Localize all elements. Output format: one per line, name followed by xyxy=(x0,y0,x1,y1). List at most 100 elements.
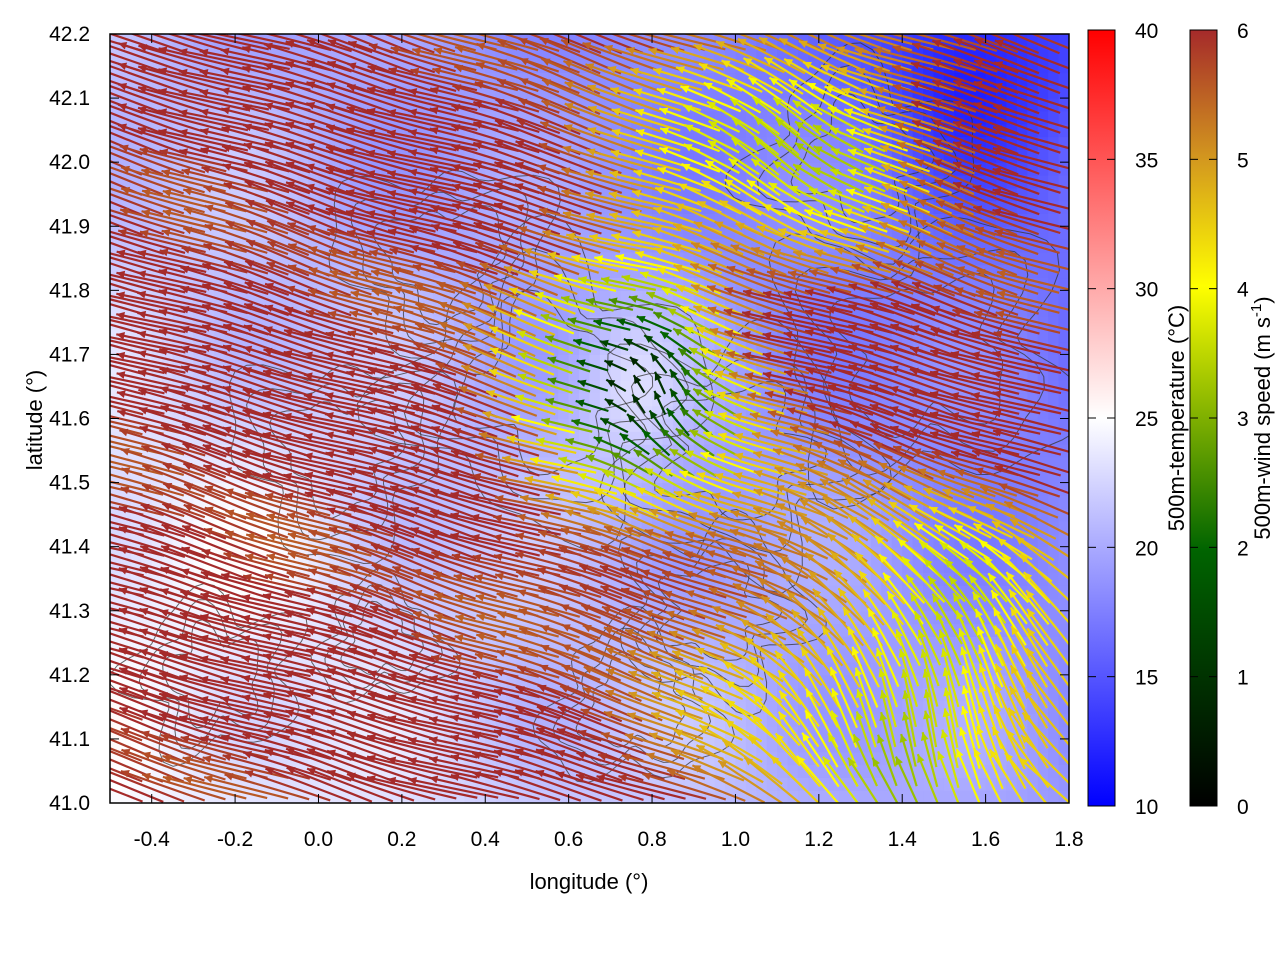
temperature-cell xyxy=(881,764,893,778)
temperature-cell xyxy=(725,790,737,803)
temperature-cell xyxy=(318,162,330,176)
temperature-cell xyxy=(964,662,976,676)
temperature-cell xyxy=(193,59,205,74)
temperature-cell xyxy=(120,264,132,279)
temperature-cell xyxy=(526,72,538,86)
temperature-cell xyxy=(328,636,340,650)
temperature-cell xyxy=(599,713,611,727)
temperature-cell xyxy=(266,482,278,496)
temperature-cell xyxy=(933,726,945,740)
temperature-cell xyxy=(162,136,174,150)
temperature-cell xyxy=(954,764,966,778)
temperature-cell xyxy=(328,790,340,803)
temperature-cell xyxy=(860,213,872,227)
temperature-cell xyxy=(850,482,862,496)
temperature-cell xyxy=(829,149,841,163)
temperature-cell xyxy=(568,444,580,458)
temperature-cell xyxy=(662,431,674,445)
temperature-cell xyxy=(860,315,872,330)
temperature-cell xyxy=(756,72,768,86)
temperature-cell xyxy=(433,623,445,637)
temperature-cell xyxy=(912,726,924,740)
temperature-cell xyxy=(214,572,226,586)
temperature-cell xyxy=(923,572,935,586)
temperature-cell xyxy=(547,418,559,432)
temperature-cell xyxy=(933,341,945,356)
temperature-cell xyxy=(641,764,653,778)
temperature-cell xyxy=(693,546,705,561)
temperature-cell xyxy=(474,290,486,304)
temperature-cell xyxy=(943,315,955,330)
temperature-cell xyxy=(923,738,935,753)
temperature-cell xyxy=(568,174,580,189)
temperature-cell xyxy=(954,290,966,304)
temperature-cell xyxy=(172,738,184,753)
temperature-cell xyxy=(610,713,622,727)
temperature-cell xyxy=(808,508,820,522)
temperature-cell xyxy=(235,277,247,291)
temperature-cell xyxy=(745,649,757,663)
temperature-cell xyxy=(526,444,538,458)
temperature-cell xyxy=(266,251,278,266)
temperature-cell xyxy=(401,495,413,509)
temperature-cell xyxy=(474,110,486,125)
temperature-cell xyxy=(349,328,361,343)
temperature-cell xyxy=(943,662,955,676)
temperature-cell xyxy=(130,72,142,86)
temperature-cell xyxy=(829,251,841,266)
temperature-cell xyxy=(287,521,299,535)
temperature-cell xyxy=(318,431,330,445)
temperature-cell xyxy=(745,213,757,227)
temperature-cell xyxy=(370,290,382,304)
temperature-cell xyxy=(182,98,194,112)
temperature-cell xyxy=(756,418,768,432)
temperature-cell xyxy=(829,777,841,791)
temperature-cell xyxy=(495,636,507,650)
temperature-cell xyxy=(141,546,153,561)
temperature-cell xyxy=(756,162,768,176)
temperature-cell xyxy=(620,726,632,740)
temperature-cell xyxy=(839,367,851,381)
temperature-cell xyxy=(777,585,789,599)
temperature-cell xyxy=(891,700,903,714)
temperature-cell xyxy=(182,495,194,509)
temperature-cell xyxy=(318,597,330,612)
temperature-cell xyxy=(360,149,372,163)
temperature-cell xyxy=(610,777,622,791)
temperature-cell xyxy=(162,264,174,279)
temperature-cell xyxy=(954,572,966,586)
temperature-cell xyxy=(568,559,580,573)
temperature-cell xyxy=(714,572,726,586)
temperature-cell xyxy=(370,367,382,381)
temperature-cell xyxy=(182,72,194,86)
temperature-cell xyxy=(839,290,851,304)
temperature-cell xyxy=(182,726,194,740)
temperature-cell xyxy=(912,380,924,394)
temperature-cell xyxy=(745,354,757,368)
temperature-cell xyxy=(245,72,257,86)
temperature-cell xyxy=(516,290,528,304)
temperature-cell xyxy=(516,482,528,496)
temperature-cell xyxy=(328,136,340,150)
temperature-cell xyxy=(954,405,966,420)
temperature-cell xyxy=(933,674,945,689)
temperature-cell xyxy=(881,495,893,509)
temperature-cell xyxy=(453,418,466,432)
temperature-cell xyxy=(453,597,466,612)
temperature-cell xyxy=(631,649,643,663)
temperature-cell xyxy=(547,431,559,445)
temperature-cell xyxy=(808,726,820,740)
temperature-cell xyxy=(412,636,424,650)
temperature-cell xyxy=(933,713,945,727)
temperature-cell xyxy=(599,700,611,714)
temperature-cell xyxy=(672,174,684,189)
temperature-cell xyxy=(381,200,393,215)
temperature-cell xyxy=(891,290,903,304)
temperature-cell xyxy=(172,456,184,471)
temperature-cell xyxy=(151,162,163,176)
temperature-cell xyxy=(255,456,267,471)
temperature-cell xyxy=(308,521,320,535)
temperature-cell xyxy=(850,495,862,509)
temperature-cell xyxy=(308,239,320,253)
temperature-cell xyxy=(474,392,486,407)
